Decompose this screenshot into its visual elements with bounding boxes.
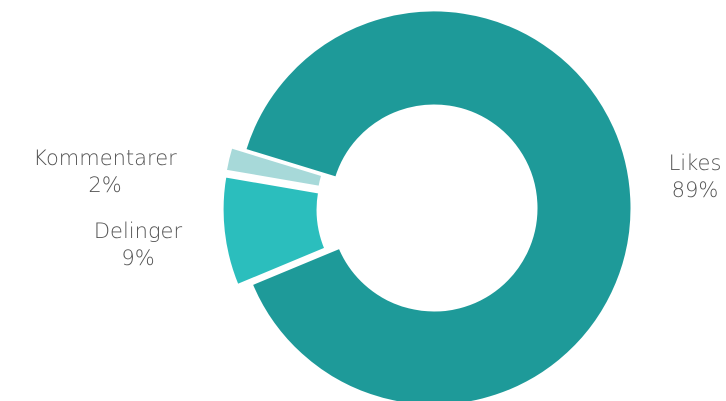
slice-value-label-delinger: 9%: [121, 246, 154, 270]
slice-label-delinger: Delinger: [94, 219, 183, 243]
labels-layer: Likes 89% Delinger 9% Kommentarer 2%: [33, 146, 721, 270]
slice-label-kommentarer: Kommentarer: [33, 146, 177, 170]
slice-label-likes: Likes: [669, 151, 722, 175]
slice-delinger: [220, 174, 328, 288]
slice-value-label-likes: 89%: [672, 178, 719, 202]
slice-likes: [242, 8, 634, 401]
slices-layer: [220, 8, 634, 401]
slice-value-label-kommentarer: 2%: [88, 173, 121, 197]
slice-kommentarer: [223, 144, 325, 190]
